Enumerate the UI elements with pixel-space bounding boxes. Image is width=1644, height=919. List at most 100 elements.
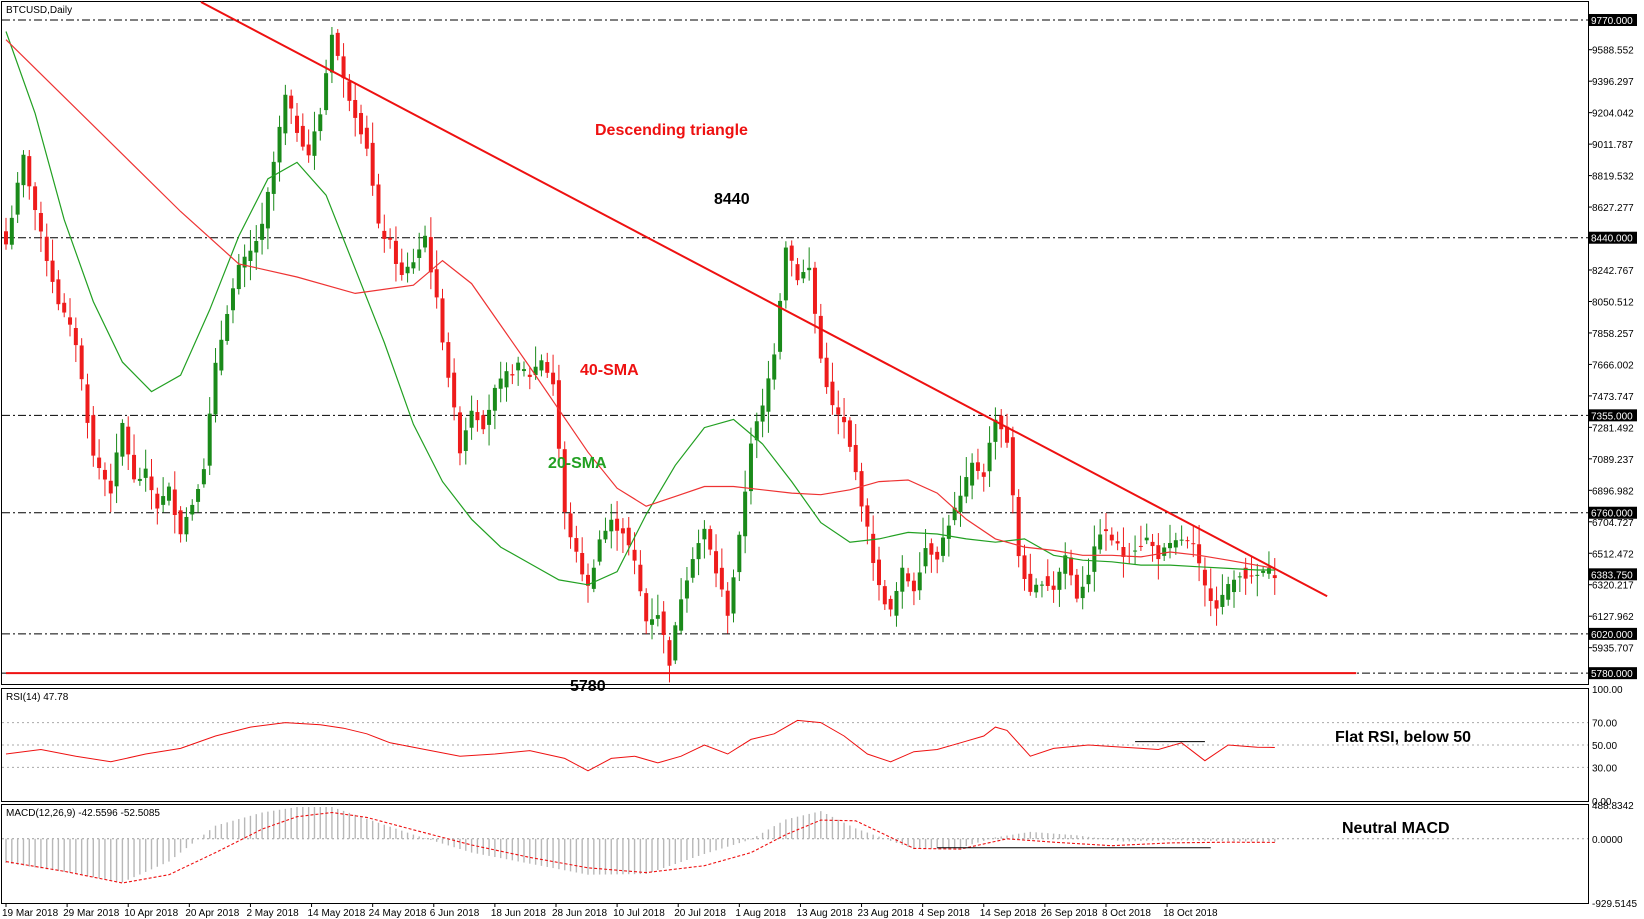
x-tick-label: 18 Jun 2018 <box>491 908 546 919</box>
candle-body <box>1144 537 1149 541</box>
candle-body <box>1005 426 1010 443</box>
candle-body <box>830 381 835 406</box>
candle-body <box>754 421 759 441</box>
candle-body <box>97 457 102 469</box>
candle-body <box>271 161 276 194</box>
candle-body <box>219 339 224 371</box>
price-level-label: 7355.000 <box>1591 411 1633 422</box>
candle-body <box>1197 544 1202 564</box>
candle-body <box>545 362 550 373</box>
candle-body <box>847 420 852 447</box>
candle-body <box>382 230 387 239</box>
candle-body <box>114 452 119 487</box>
candle-body <box>1051 585 1056 590</box>
candle-body <box>399 262 404 275</box>
candle-body <box>9 217 14 245</box>
candle-body <box>56 279 61 305</box>
sma-line <box>5 31 1275 586</box>
candle-body <box>1272 575 1277 579</box>
candle-body <box>568 513 573 538</box>
rsi-tick-label: 0.00 <box>1592 797 1612 808</box>
price-level-label: 5780.000 <box>1591 669 1633 680</box>
candle-body <box>638 564 643 592</box>
candle-body <box>772 354 777 380</box>
candle-body <box>498 378 503 389</box>
x-tick-label: 2 May 2018 <box>246 908 299 919</box>
candle-body <box>941 537 946 556</box>
candle-body <box>79 345 84 380</box>
annotation-20-sma: 20-SMA <box>548 455 607 472</box>
annotation-40-sma: 40-SMA <box>580 362 639 379</box>
candle-body <box>632 549 637 561</box>
y-tick-label: 6320.217 <box>1592 581 1634 592</box>
candle-body <box>527 374 532 377</box>
candle-body <box>225 313 230 341</box>
candle-body <box>1028 573 1033 592</box>
candle-body <box>376 184 381 224</box>
candle-body <box>702 528 707 540</box>
candle-body <box>1249 575 1254 577</box>
candle-body <box>196 488 201 502</box>
candle-body <box>1162 547 1167 556</box>
candle-body <box>911 580 916 592</box>
candle-body <box>1045 576 1050 586</box>
y-tick-label: 5935.707 <box>1592 644 1634 655</box>
candle-body <box>719 567 724 590</box>
candle-body <box>1185 540 1190 542</box>
candle-body <box>318 114 323 132</box>
candle-body <box>970 462 975 486</box>
price-level-label: 9770.000 <box>1591 16 1633 27</box>
candle-body <box>1115 541 1120 544</box>
candle-body <box>1266 568 1271 574</box>
sma-layer <box>5 31 1275 586</box>
x-tick-label: 14 May 2018 <box>308 908 366 919</box>
candle-body <box>708 529 713 550</box>
candle-body <box>353 99 358 118</box>
candle-body <box>1034 584 1039 593</box>
y-tick-label: 8050.512 <box>1592 297 1634 308</box>
candle-body <box>853 444 858 473</box>
candle-body <box>743 491 748 537</box>
price-level-label-box <box>1589 506 1637 519</box>
candle-body <box>190 504 195 515</box>
macd-tick-label: -929.5145 <box>1592 899 1637 910</box>
candle-body <box>644 593 649 622</box>
x-tick-label: 19 Mar 2018 <box>2 908 59 919</box>
candle-body <box>428 237 433 273</box>
y-tick-label: 9011.787 <box>1592 140 1633 151</box>
candle-body <box>463 430 468 452</box>
candle-body <box>289 95 294 109</box>
candle-body <box>533 366 538 376</box>
candle-body <box>865 505 870 527</box>
candle-body <box>737 534 742 573</box>
candle-body <box>597 539 602 562</box>
candle-body <box>1214 600 1219 609</box>
grid-layer <box>2 19 1588 674</box>
candle-body <box>661 611 666 635</box>
candle-body <box>906 573 911 582</box>
candle-body <box>586 574 590 586</box>
candle-body <box>795 264 800 281</box>
candle-body <box>481 415 486 430</box>
candle-body <box>580 553 585 575</box>
candle-body <box>655 615 660 619</box>
candle-body <box>1226 584 1231 600</box>
candle-body <box>1063 555 1068 574</box>
candle-body <box>85 384 90 423</box>
annotation-descending-triangle: Descending triangle <box>595 122 748 139</box>
candle-body <box>818 315 823 359</box>
candle-body <box>783 247 788 301</box>
candle-body <box>120 422 125 457</box>
x-axis-layer: 19 Mar 2018 29 Mar 2018 10 Apr 2018 20 Apr … <box>2 903 1218 919</box>
candle-body <box>452 372 457 408</box>
candle-body <box>393 240 398 264</box>
macd-pane-title: MACD(12,26,9) -42.5596 -52.5085 <box>6 808 160 819</box>
x-tick-label: 8 Oct 2018 <box>1102 908 1151 919</box>
y-tick-label: 7473.747 <box>1592 392 1634 403</box>
candle-body <box>894 590 899 616</box>
candle-body <box>929 543 934 555</box>
candle-body <box>684 580 689 599</box>
candle-body <box>900 567 905 592</box>
candle-body <box>591 567 596 589</box>
x-tick-label: 29 Mar 2018 <box>63 908 120 919</box>
